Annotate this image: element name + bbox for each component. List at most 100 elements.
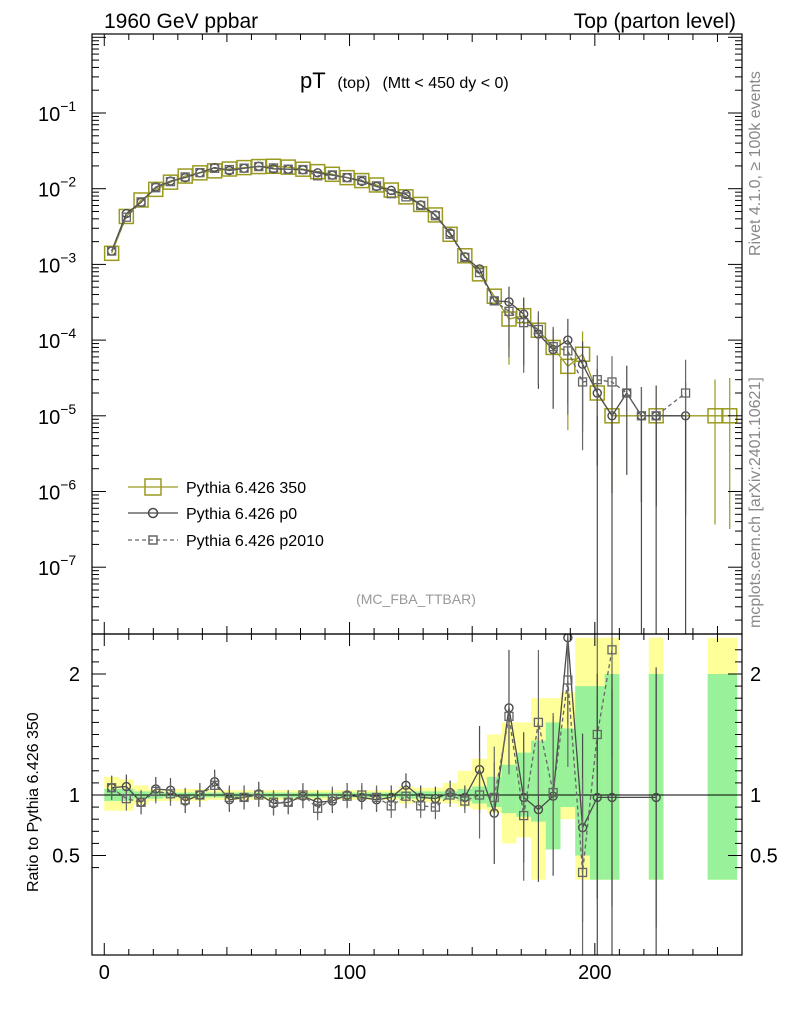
ratio-line-1 [111, 649, 613, 873]
data-point [386, 189, 396, 199]
ratio-point [136, 797, 146, 807]
series-line-1 [110, 165, 686, 417]
analysis-label: (MC_FBA_TTBAR) [356, 591, 476, 607]
ratio-y-tick-label-left: 1 [69, 785, 80, 807]
ratio-point [268, 797, 279, 807]
legend: Pythia 6.426 350 Pythia 6.426 p0 Pythia … [128, 478, 324, 550]
data-point [136, 197, 146, 207]
mcplots-url-label: mcplots.cern.ch [arXiv:2401.10621] [747, 377, 764, 628]
data-point [371, 181, 382, 191]
legend-marker-p2010 [148, 535, 158, 545]
ratio-y-tick-label-right: 0.5 [750, 846, 778, 868]
plot-title-sub1: (top) [337, 75, 370, 92]
rivet-version-label: Rivet 4.1.0, ≥ 100k events [747, 71, 764, 256]
ratio-point [460, 796, 470, 806]
ratio-point [533, 717, 544, 728]
ratio-point [239, 792, 249, 803]
plot-title-sub2: (Mtt < 450 dy < 0) [382, 75, 508, 92]
y-tick-label: 10−4 [38, 325, 76, 353]
legend-label-p2010: Pythia 6.426 p2010 [186, 533, 324, 550]
series-line-2 [111, 165, 686, 417]
ratio-line-0 [111, 637, 657, 831]
data-point [103, 245, 120, 262]
x-tick-label: 200 [578, 962, 611, 984]
y-tick-label: 10−7 [38, 552, 76, 580]
ratio-point [283, 797, 293, 807]
plot-title: pT (top) (Mtt < 450 dy < 0) [300, 68, 509, 93]
ratio-y-tick-label-right: 2 [750, 664, 761, 686]
ratio-point [327, 793, 338, 804]
ratio-y-tick-label-left: 2 [69, 664, 80, 686]
legend-label-p0: Pythia 6.426 p0 [186, 506, 297, 523]
data-point [622, 388, 632, 398]
ratio-point [357, 790, 367, 800]
ratio-point [489, 792, 499, 803]
data-point [533, 324, 544, 335]
ratio-point [371, 792, 382, 803]
data-point [519, 318, 529, 328]
y-tick-label: 10−6 [38, 477, 76, 505]
data-point [607, 377, 617, 387]
data-point [327, 170, 338, 180]
header-process-label: Top (parton level) [574, 10, 736, 33]
y-tick-label: 10−2 [38, 174, 76, 202]
ratio-point [151, 786, 161, 797]
data-point [254, 161, 264, 172]
data-point [442, 226, 458, 243]
legend-entry-350: Pythia 6.426 350 [128, 478, 306, 497]
ratio-y-tick-label-right: 1 [750, 785, 761, 807]
data-point [401, 192, 411, 202]
data-point [457, 248, 473, 264]
y-tick-label: 10−5 [38, 401, 76, 429]
ratio-point [607, 645, 617, 655]
ratio-plot-panel [92, 634, 742, 955]
green-band-bin [501, 764, 517, 814]
data-point [416, 200, 426, 211]
data-point [427, 207, 444, 223]
ratio-point [254, 790, 264, 800]
green-band-bin [560, 728, 576, 808]
data-point [268, 163, 279, 173]
data-point [592, 375, 602, 385]
ratio-point [298, 790, 308, 800]
data-point [489, 296, 499, 306]
legend-label-350: Pythia 6.426 350 [186, 480, 306, 497]
green-band-bin [707, 674, 738, 880]
x-tick-label: 100 [333, 962, 366, 984]
data-point [486, 288, 503, 304]
data-point [239, 163, 249, 173]
ratio-point [121, 793, 131, 804]
ratio-point [519, 810, 529, 821]
data-point [342, 172, 352, 183]
ratio-point [224, 792, 235, 803]
x-tick-label: 0 [99, 962, 110, 984]
data-point [106, 246, 117, 256]
axes-frames: 0 100 200 10−1 10−2 10−3 10−4 10−5 10−6 10−7 2 2 1 1 0… [38, 33, 778, 984]
data-point [577, 377, 588, 387]
ratio-point [313, 803, 323, 813]
ratio-point [416, 801, 426, 811]
ratio-point [504, 711, 514, 721]
data-point [474, 267, 485, 278]
legend-entry-p2010: Pythia 6.426 p2010 [128, 533, 324, 550]
ratio-point [106, 783, 117, 793]
data-point [680, 388, 691, 398]
ratio-point [474, 790, 485, 800]
data-point [357, 175, 367, 185]
data-point [209, 163, 220, 173]
ratio-point [165, 789, 176, 799]
main-plot-panel [103, 158, 738, 634]
data-point [195, 167, 205, 178]
ratio-point [563, 675, 573, 685]
data-point [151, 183, 161, 193]
ratio-point [180, 795, 190, 805]
data-point [471, 266, 488, 282]
data-point [298, 164, 308, 175]
ratio-point [209, 780, 220, 790]
ratio-point [401, 791, 411, 801]
ratio-point [577, 867, 588, 878]
y-tick-label: 10−3 [38, 249, 76, 277]
data-point [430, 211, 441, 221]
ratio-y-axis-label: Ratio to Pythia 6.426 350 [25, 712, 42, 892]
legend-entry-p0: Pythia 6.426 p0 [128, 506, 297, 523]
